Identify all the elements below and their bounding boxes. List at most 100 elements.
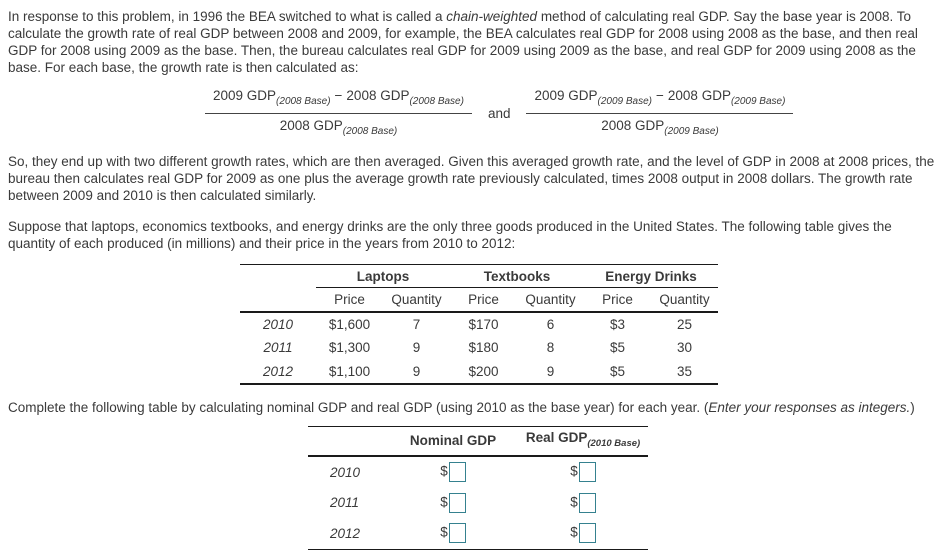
energy-drink-price: $3 <box>610 316 626 332</box>
col-header-price: Price <box>450 287 517 313</box>
formula-subscript: (2009 Base) <box>730 96 786 107</box>
nominal-gdp-cell-2011: $ <box>388 487 518 518</box>
table-row-2010: 2010 $1,600 7 $170 6 $3 25 <box>240 312 718 336</box>
answer-row-2010: 2010 $ $ <box>308 456 648 487</box>
answer-row-2012: 2012 $ $ <box>308 518 648 549</box>
year-label: 2012 <box>330 525 361 541</box>
nominal-gdp-input-2010[interactable] <box>448 462 466 482</box>
nominal-gdp-cell-2010: $ <box>388 456 518 487</box>
laptop-price: $1,300 <box>328 340 371 355</box>
real-gdp-cell-2010: $ <box>518 456 648 487</box>
empty-corner-cell <box>308 426 388 457</box>
col-header-real-gdp: Real GDP(2010 Base) <box>518 426 648 457</box>
year-label: 2011 <box>263 340 293 355</box>
formula-conjunction: and <box>487 106 511 121</box>
formula-subscript: (2009 Base) <box>664 126 719 137</box>
growth-formula-2008-base: 2009 GDP(2008 Base) −2008 GDP(2008 Base) … <box>205 87 472 140</box>
dollar-sign: $ <box>570 494 578 510</box>
nominal-gdp-input-2012[interactable] <box>448 523 466 544</box>
intro-text-post: method of calculating real GDP. Say the … <box>8 9 918 75</box>
formula-numerator: 2009 GDP(2009 Base) −2008 GDP(2009 Base) <box>526 87 794 114</box>
real-gdp-cell-2012: $ <box>518 518 648 549</box>
textbook-price: $180 <box>468 340 499 355</box>
formula-term: 2009 GDP <box>534 88 598 103</box>
col-header-nominal-gdp: Nominal GDP <box>388 426 518 457</box>
formula-numerator: 2009 GDP(2008 Base) −2008 GDP(2008 Base) <box>205 87 472 114</box>
growth-rate-formulas: 2009 GDP(2008 Base) −2008 GDP(2008 Base) … <box>205 87 935 140</box>
table-row-2011: 2011 $1,300 9 $180 8 $5 30 <box>240 336 718 360</box>
goods-setup-paragraph: Suppose that laptops, economics textbook… <box>8 219 892 251</box>
formula-subscript: (2008 Base) <box>342 126 398 137</box>
year-label: 2010 <box>262 316 294 332</box>
energy-drink-quantity: 25 <box>677 316 693 332</box>
laptop-price: $1,100 <box>328 363 371 379</box>
real-gdp-input-2010[interactable] <box>578 462 596 482</box>
formula-term: 2008 GDP <box>346 88 410 103</box>
col-header-quantity: Quantity <box>383 287 450 313</box>
year-label: 2012 <box>262 363 294 379</box>
growth-formula-2009-base: 2009 GDP(2009 Base) −2008 GDP(2009 Base) … <box>526 87 794 140</box>
textbook-quantity: 6 <box>546 316 555 332</box>
group-header-textbooks: Textbooks <box>450 264 585 288</box>
formula-subscript: (2008 Base) <box>409 96 464 107</box>
energy-drink-price: $5 <box>610 363 626 379</box>
intro-text-pre: In response to this problem, in 1996 the… <box>8 9 447 24</box>
gdp-answer-table: Nominal GDP Real GDP(2010 Base) 2010 $ $… <box>308 425 648 550</box>
minus-sign: − <box>334 88 343 103</box>
energy-drink-quantity: 30 <box>677 340 693 355</box>
col-header-quantity: Quantity <box>517 287 585 313</box>
textbook-quantity: 9 <box>546 363 555 379</box>
textbook-price: $170 <box>468 316 499 332</box>
dollar-sign: $ <box>570 463 578 479</box>
formula-term: 2008 GDP <box>601 118 665 133</box>
nominal-gdp-input-2011[interactable] <box>448 492 466 513</box>
instruction-paragraph: Complete the following table by calculat… <box>8 399 935 416</box>
laptop-quantity: 7 <box>412 316 421 332</box>
minus-sign: − <box>656 88 664 103</box>
chain-weighted-term: chain-weighted <box>446 9 538 24</box>
real-gdp-input-2011[interactable] <box>578 492 596 513</box>
empty-corner-cell <box>240 265 316 288</box>
dollar-sign: $ <box>440 494 448 510</box>
formula-term: 2009 GDP <box>213 88 277 103</box>
dollar-sign: $ <box>440 524 448 540</box>
real-gdp-input-2012[interactable] <box>578 523 596 544</box>
group-header-energy-drinks: Energy Drinks <box>584 264 719 288</box>
textbook-quantity: 8 <box>546 340 555 355</box>
energy-drink-quantity: 35 <box>677 363 693 379</box>
formula-subscript: (2009 Base) <box>597 96 653 107</box>
sub-header-row: Price Quantity Price Quantity Price Quan… <box>240 287 719 313</box>
table-row-2012: 2012 $1,100 9 $200 9 $5 35 <box>240 360 718 384</box>
col-header-price: Price <box>584 287 652 313</box>
col-header-quantity: Quantity <box>651 287 719 313</box>
dollar-sign: $ <box>440 463 448 479</box>
laptop-price: $1,600 <box>328 316 371 332</box>
instruction-text-pre: Complete the following table by calculat… <box>8 399 709 415</box>
formula-term: 2008 GDP <box>279 118 343 133</box>
textbook-price: $200 <box>468 363 499 379</box>
dollar-sign: $ <box>570 524 578 540</box>
formula-denominator: 2008 GDP(2008 Base) <box>205 114 472 140</box>
empty-corner-cell <box>240 287 316 313</box>
real-gdp-label: Real GDP <box>525 430 588 446</box>
averaging-paragraph: So, they end up with two different growt… <box>8 154 935 203</box>
formula-denominator: 2008 GDP(2009 Base) <box>526 114 793 140</box>
answer-header-row: Nominal GDP Real GDP(2010 Base) <box>308 426 648 457</box>
intro-paragraph: In response to this problem, in 1996 the… <box>8 8 935 76</box>
group-header-laptops: Laptops <box>316 264 450 288</box>
laptop-quantity: 9 <box>412 363 421 379</box>
laptop-quantity: 9 <box>412 340 421 355</box>
real-gdp-base-subscript: (2010 Base) <box>587 438 641 450</box>
instruction-text-post: ) <box>910 399 915 415</box>
answer-row-2011: 2011 $ $ <box>308 487 648 518</box>
col-header-price: Price <box>316 287 383 313</box>
energy-drink-price: $5 <box>610 340 626 355</box>
year-label: 2011 <box>330 495 360 510</box>
formula-subscript: (2008 Base) <box>276 96 331 107</box>
nominal-gdp-cell-2012: $ <box>388 518 518 549</box>
group-header-row: Laptops Textbooks Energy Drinks <box>240 264 719 288</box>
real-gdp-cell-2011: $ <box>518 487 648 518</box>
year-label: 2010 <box>330 464 361 480</box>
price-quantity-table: Laptops Textbooks Energy Drinks Price Qu… <box>240 264 719 385</box>
instruction-italic-note: Enter your responses as integers. <box>708 399 911 415</box>
